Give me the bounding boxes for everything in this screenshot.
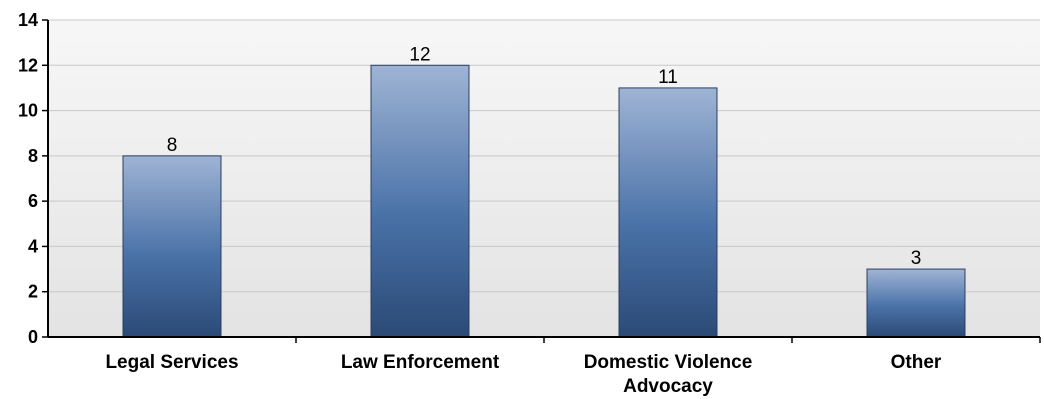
y-tick-label: 2 (28, 282, 38, 302)
y-tick-label: 10 (18, 101, 38, 121)
data-label: 12 (409, 44, 430, 65)
y-tick-label: 14 (18, 10, 38, 30)
labels: 0 2 4 6 8 10 12 14 8 Legal Services 12 Law Enforcem… (18, 10, 942, 397)
axes (42, 19, 1041, 343)
data-label: 8 (167, 135, 178, 156)
y-tick-label: 6 (28, 191, 38, 211)
data-label: 11 (658, 67, 678, 88)
y-tick-label: 12 (18, 55, 38, 75)
y-tick-label: 4 (28, 236, 38, 256)
bar (122, 155, 222, 338)
x-tick-label: Law Enforcement (341, 352, 500, 373)
x-tick-label: Advocacy (623, 376, 713, 397)
x-tick-label: Other (891, 352, 942, 373)
bar (370, 64, 470, 338)
x-tick-label: Legal Services (105, 352, 238, 373)
y-tick-label: 8 (28, 146, 38, 166)
y-tick-label: 0 (28, 327, 38, 347)
bar (618, 87, 718, 338)
data-label: 3 (911, 248, 922, 269)
x-tick-label: Domestic Violence (584, 352, 753, 373)
bar (866, 268, 966, 338)
